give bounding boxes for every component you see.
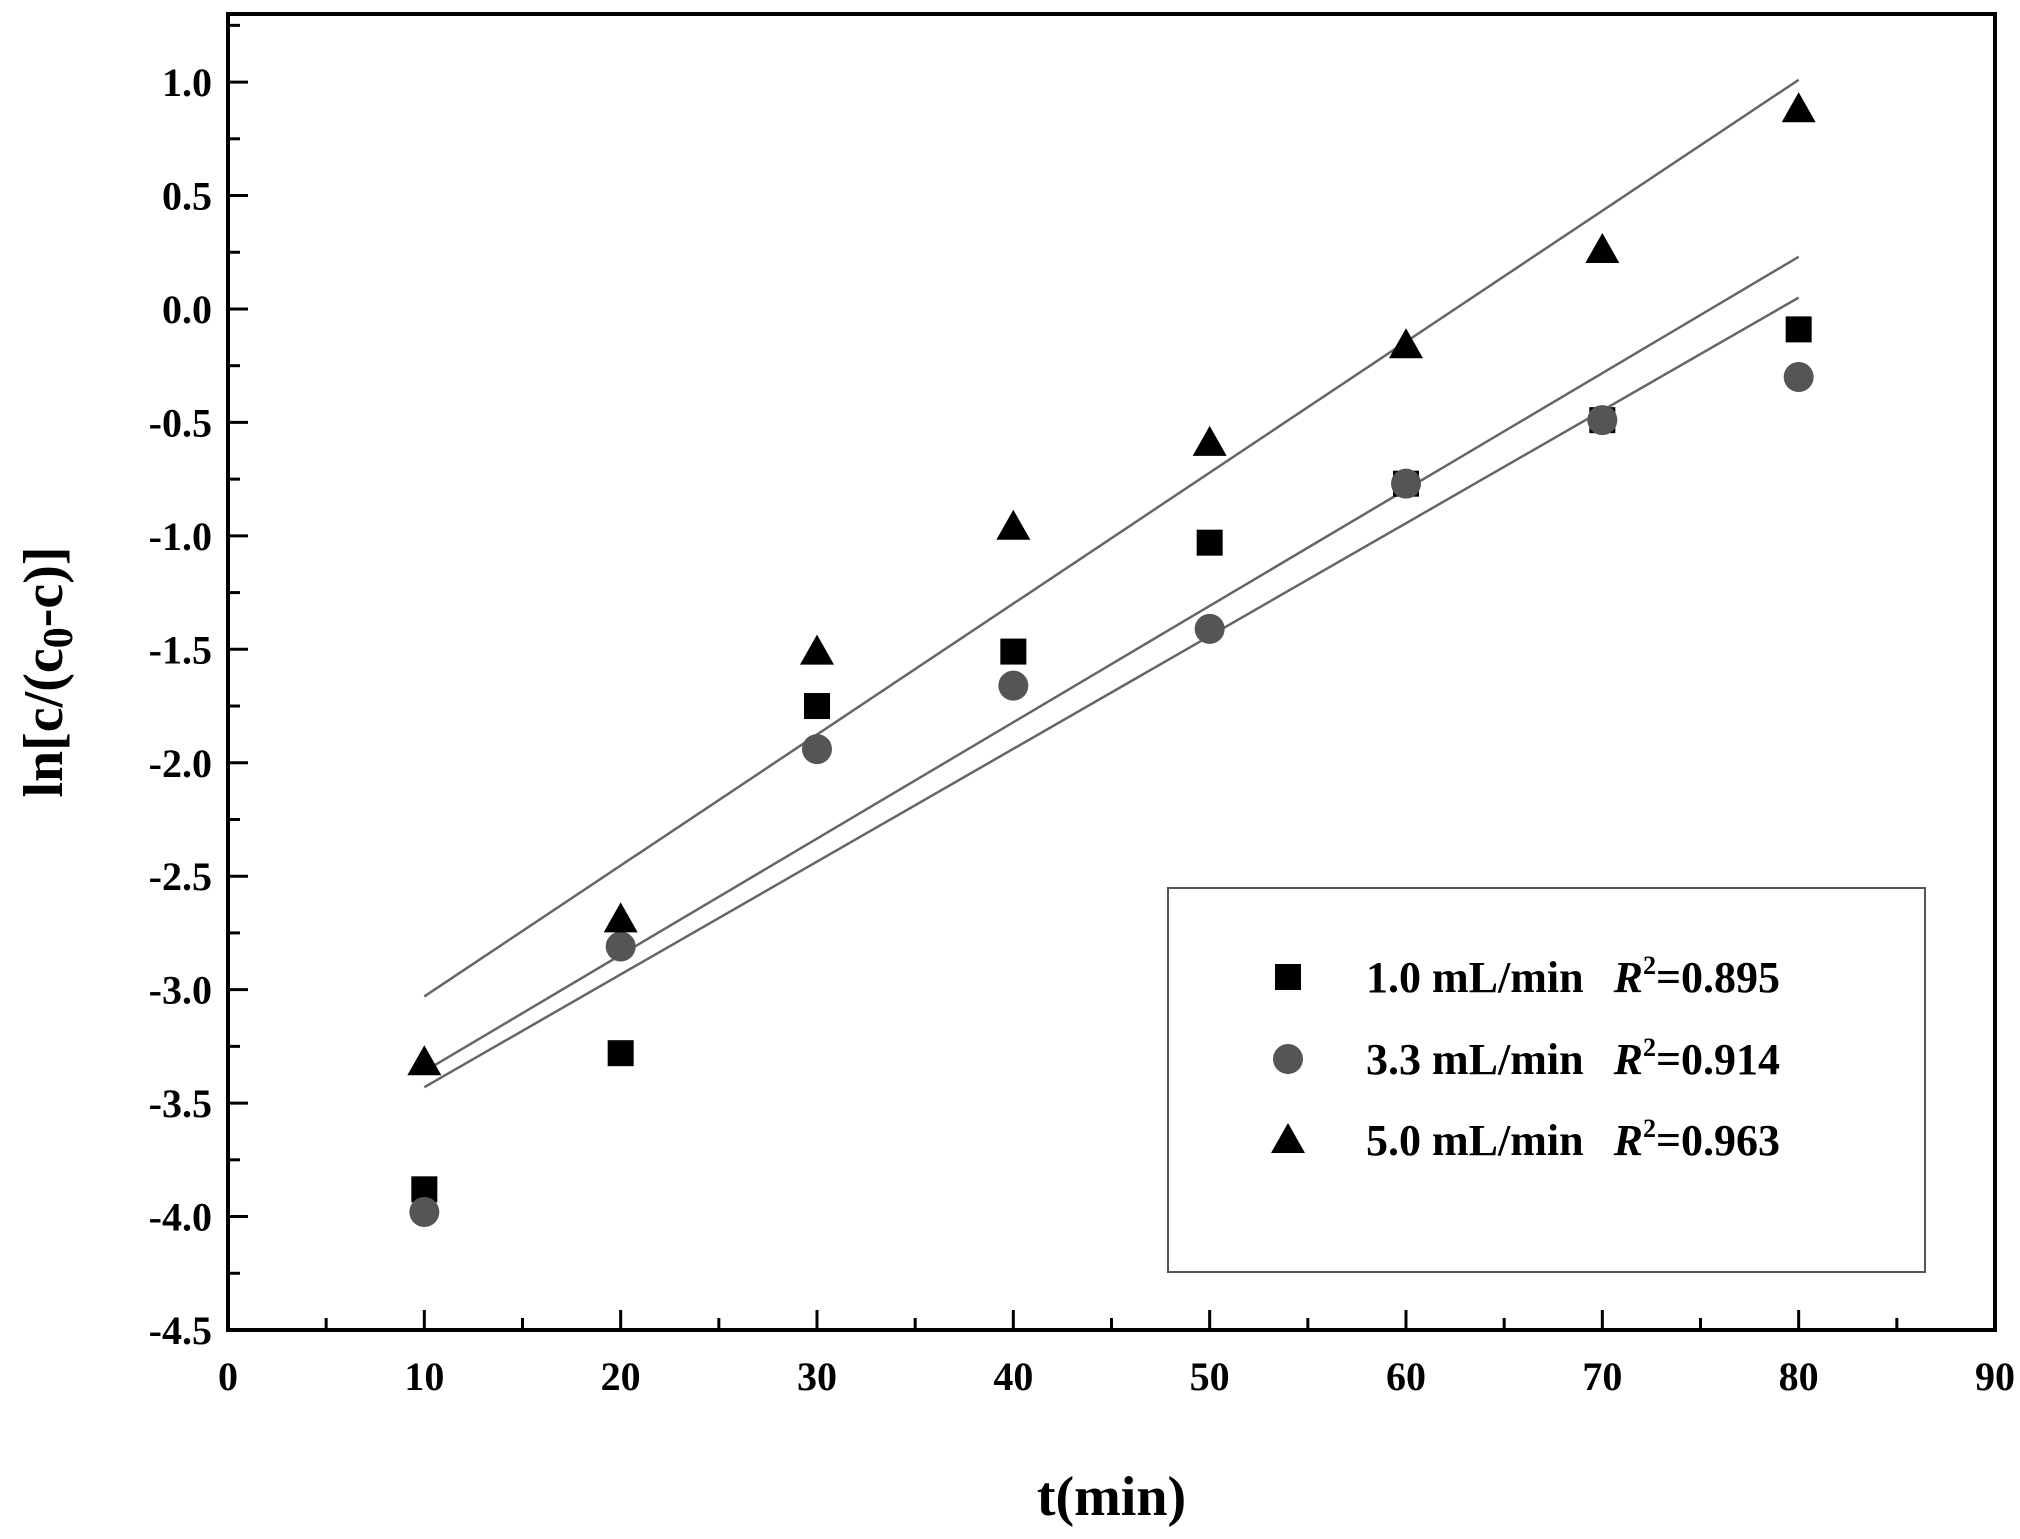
y-tick-label: -4.0 [149, 1195, 212, 1240]
y-title-subscript: 0 [36, 627, 82, 648]
x-tick-label: 90 [1975, 1354, 2015, 1399]
legend-r-symbol: R [1613, 953, 1643, 1002]
x-tick-label: 40 [993, 1354, 1033, 1399]
y-tick-label: -3.5 [149, 1081, 212, 1126]
fit-line [423, 296, 1800, 1089]
x-tick-label: 20 [601, 1354, 641, 1399]
legend-r-symbol: R [1613, 1035, 1643, 1084]
circle-point [1587, 405, 1618, 436]
legend-r2-value: =0.963 [1656, 1116, 1780, 1165]
triangle-point [407, 1045, 442, 1076]
legend-r-symbol: R [1613, 1116, 1643, 1165]
square-point [804, 693, 830, 720]
legend-r2-value: =0.914 [1656, 1035, 1780, 1084]
fit-line [423, 255, 1800, 1073]
x-axis-title: t(min) [1037, 1466, 1186, 1528]
triangle-point [1389, 328, 1423, 359]
x-tick-label: 10 [404, 1354, 444, 1399]
y-tick-label: -1.5 [149, 627, 212, 672]
square-point [1000, 638, 1027, 665]
x-tick-label: 80 [1779, 1354, 1819, 1399]
y-title-prefix: ln[c/(c [13, 648, 75, 797]
legend-label: 1.0 mL/min R2=0.895 [1366, 951, 1780, 1002]
y-tick-label: -3.0 [149, 968, 212, 1013]
triangle-point [996, 509, 1031, 540]
legend-label: 3.3 mL/min R2=0.914 [1366, 1033, 1780, 1084]
x-tick-label: 0 [218, 1354, 238, 1399]
y-tick-label: 0.0 [162, 287, 212, 332]
triangle-point [1192, 425, 1227, 456]
y-axis-ticks: 1.0 0.5 0.0 -0.5 -1.0 -1.5 -2.0 -2.5 -3.0 -3.5 -4.… [149, 23, 248, 1353]
circle-point [1783, 362, 1814, 393]
circle-point [998, 670, 1029, 701]
legend-r-superscript: 2 [1643, 1033, 1656, 1062]
y-tick-label: 1.0 [162, 60, 212, 105]
triangle-point [603, 902, 638, 933]
y-tick-label: 0.5 [162, 174, 212, 219]
circle-point [1391, 468, 1421, 499]
legend-series-name: 5.0 mL/min [1366, 1116, 1584, 1165]
x-tick-label: 50 [1190, 1354, 1230, 1399]
x-axis-ticks: 0 10 20 30 40 50 60 70 80 90 [218, 1310, 2015, 1399]
triangle-point [1585, 232, 1620, 263]
fit-line [423, 78, 1800, 998]
legend-square-marker [1275, 964, 1301, 990]
square-point [1785, 316, 1812, 343]
data-points [407, 92, 1816, 1228]
triangle-point [800, 634, 834, 665]
circle-point [1194, 613, 1225, 644]
y-title-suffix: -c)] [13, 546, 75, 627]
legend-r2-value: =0.895 [1656, 953, 1780, 1002]
legend-box [1167, 887, 1926, 1273]
legend-circle-marker [1273, 1044, 1303, 1074]
x-tick-label: 60 [1386, 1354, 1426, 1399]
y-tick-label: -0.5 [149, 400, 212, 445]
square-point [1196, 529, 1223, 556]
y-tick-label: -2.5 [149, 854, 212, 899]
x-tick-label: 70 [1582, 1354, 1622, 1399]
circle-point [605, 931, 636, 962]
circle-point [409, 1197, 440, 1228]
square-point [607, 1040, 634, 1067]
y-tick-label: -2.0 [149, 741, 212, 786]
legend-series-name: 1.0 mL/min [1366, 953, 1584, 1002]
legend-triangle-marker [1271, 1123, 1305, 1153]
legend-series-name: 3.3 mL/min [1366, 1035, 1584, 1084]
y-axis-title: ln[c/(c0-c)] [13, 546, 82, 797]
legend-r-superscript: 2 [1643, 1114, 1656, 1143]
y-tick-label: -1.0 [149, 514, 212, 559]
fit-lines [423, 78, 1800, 1089]
y-tick-label: -4.5 [149, 1308, 212, 1353]
circle-point [802, 734, 832, 765]
x-tick-label: 30 [797, 1354, 837, 1399]
triangle-point [1781, 92, 1816, 123]
legend-label: 5.0 mL/min R2=0.963 [1366, 1114, 1780, 1165]
legend-r-superscript: 2 [1643, 951, 1656, 980]
